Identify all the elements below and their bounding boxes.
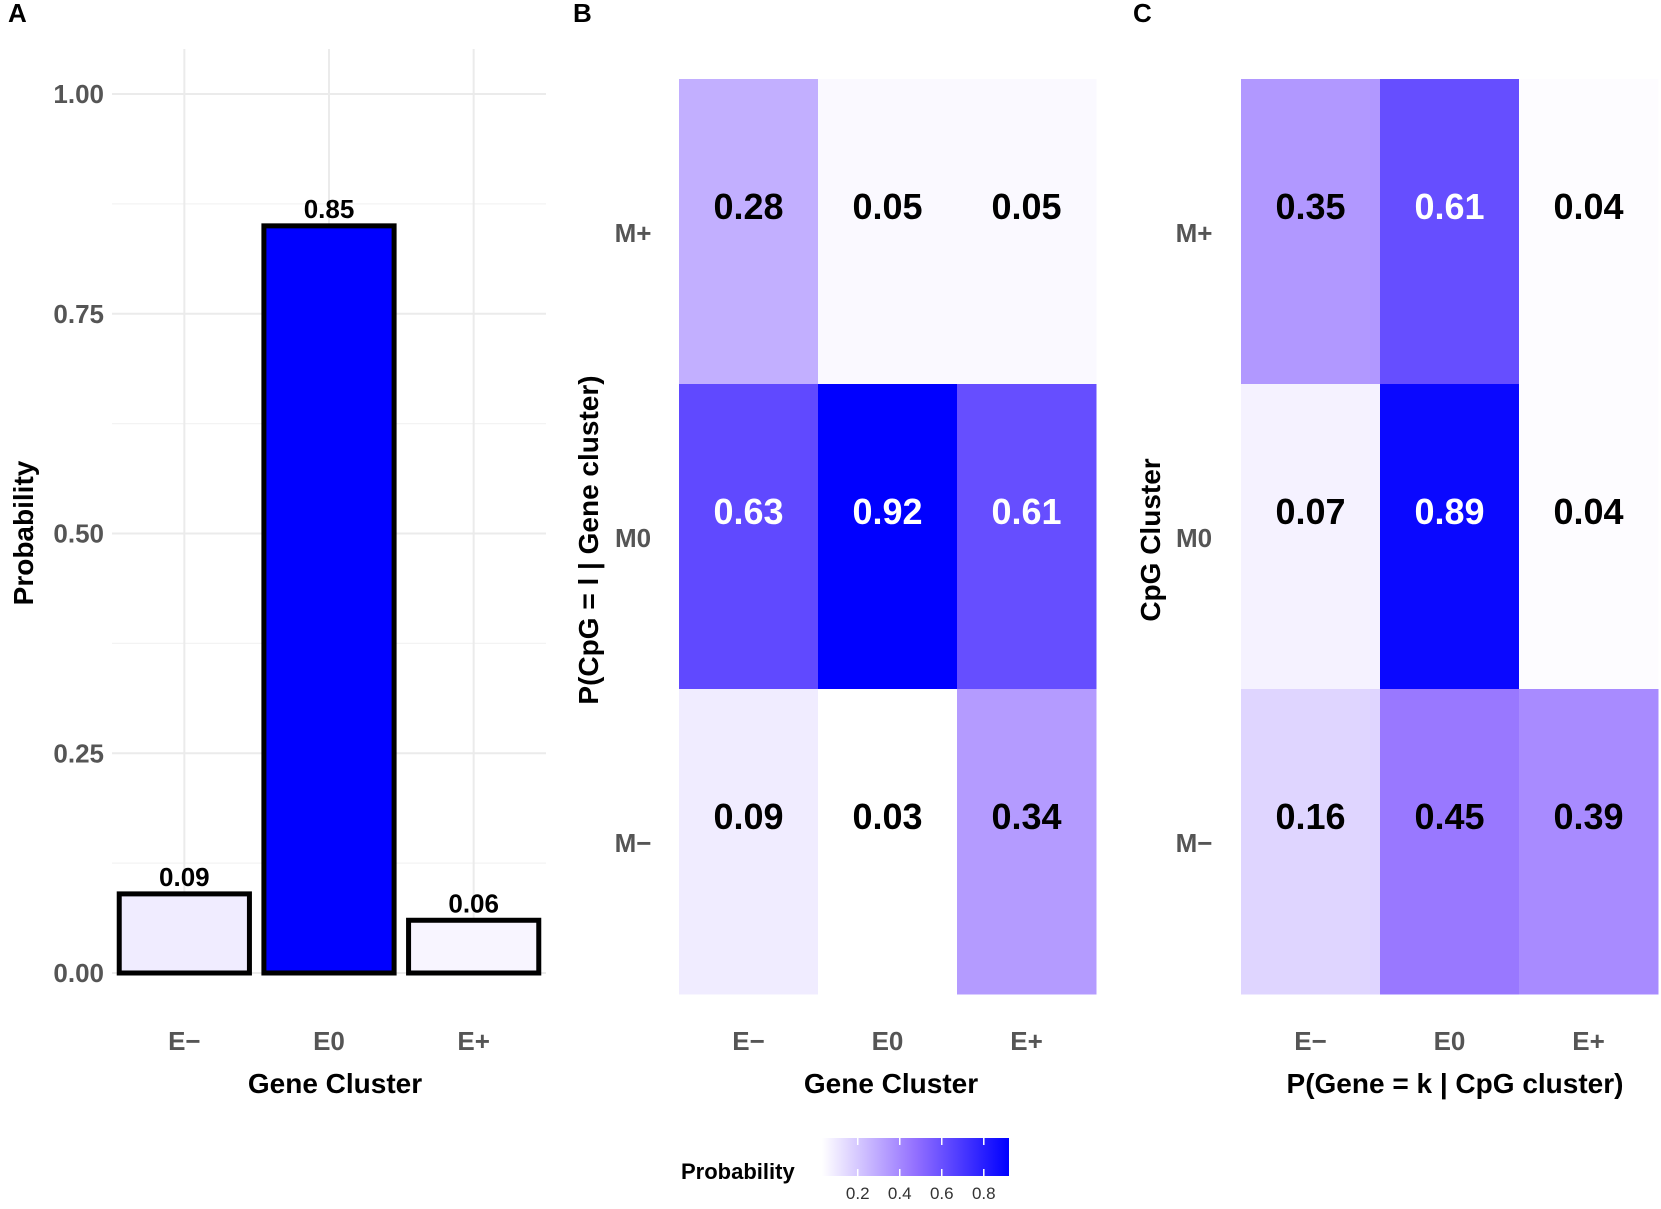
panel-b-cell-value: 0.28 (713, 186, 783, 227)
panel-b-cell (818, 79, 958, 385)
panel-a-y-tick-label: 0.75 (53, 299, 104, 329)
panel-b-y-axis-title: P(CpG = l | Gene cluster) (573, 375, 604, 704)
legend-color-bar (822, 1138, 1009, 1176)
panel-c-cell (1380, 79, 1520, 385)
panel-b-x-tick-label: E0 (872, 1026, 904, 1056)
panel-a-y-tick-label: 0.50 (53, 519, 104, 549)
panel-label-b: B (573, 0, 592, 28)
panel-c-x-axis-title: P(Gene = k | CpG cluster) (1287, 1068, 1624, 1099)
panel-c-x-tick-label: E0 (1434, 1026, 1466, 1056)
legend-tick-label: 0.4 (888, 1184, 912, 1203)
legend-title: Probability (681, 1159, 795, 1184)
panel-a-y-tick-label: 0.25 (53, 738, 104, 768)
panel-a-bar (406, 917, 542, 976)
panel-b-cell-value: 0.09 (713, 796, 783, 837)
panel-a-x-axis-title: Gene Cluster (248, 1068, 422, 1099)
panel-c-y-tick-label: M+ (1176, 218, 1213, 248)
panel-c-cell-value: 0.45 (1414, 796, 1484, 837)
panel-b-cell (679, 689, 819, 995)
panel-b-cell-value: 0.03 (852, 796, 922, 837)
panel-c-y-tick-label: M0 (1176, 523, 1212, 553)
panel-b-cell (818, 384, 958, 690)
panel-c-cell (1241, 689, 1381, 995)
panel-a-bar-value-label: 0.06 (448, 888, 499, 918)
legend-tick-label: 0.8 (972, 1184, 996, 1203)
panel-label-c: C (1133, 0, 1152, 28)
panel-c-x-tick-label: E− (1294, 1026, 1327, 1056)
panel-a-bar-value-label: 0.85 (304, 194, 355, 224)
panel-c-cell (1241, 384, 1381, 690)
panel-b-cell (818, 689, 958, 995)
panel-a-y-tick-label: 0.00 (53, 958, 104, 988)
panel-c-cell-value: 0.39 (1553, 796, 1623, 837)
panel-c-cell-value: 0.16 (1275, 796, 1345, 837)
panel-c-x-tick-label: E+ (1572, 1026, 1605, 1056)
panel-b-y-tick-label: M− (615, 828, 652, 858)
panel-c-cell-value: 0.04 (1553, 491, 1623, 532)
panel-b-cell-value: 0.05 (852, 186, 922, 227)
panel-b-cell (957, 384, 1097, 690)
panel-b-x-tick-label: E+ (1010, 1026, 1043, 1056)
panel-c-cell (1380, 689, 1520, 995)
panel-b-cell (957, 689, 1097, 995)
panel-b-cell (957, 79, 1097, 385)
color-legend: Probability 0.2 0.4 0.6 0.8 (681, 1138, 1009, 1203)
panel-b-x-axis-title: Gene Cluster (804, 1068, 978, 1099)
legend-tick-label: 0.6 (930, 1184, 954, 1203)
panel-c-cell-value: 0.07 (1275, 491, 1345, 532)
panel-c-cell-value: 0.35 (1275, 186, 1345, 227)
panel-c-cell (1519, 689, 1659, 995)
panel-a-x-tick-label: E0 (313, 1026, 345, 1056)
panel-b-cell-value: 0.61 (991, 491, 1061, 532)
panel-b-cell (679, 79, 819, 385)
panel-c-heatmap: 0.35 0.61 0.04 M+ 0.07 0.89 0.04 M0 0.16 0.45 0.39… (1176, 79, 1659, 1056)
panel-c-cell (1519, 79, 1659, 385)
panel-a-x-tick-label: E+ (457, 1026, 490, 1056)
panel-a-bar (261, 223, 397, 976)
panel-c-cell-value: 0.89 (1414, 491, 1484, 532)
panel-b-heatmap: 0.28 0.05 0.05 M+ 0.63 0.92 0.61 M0 0.09 0.03 0.34… (615, 79, 1097, 1056)
panel-c-cell (1519, 384, 1659, 690)
panel-b-cell (679, 384, 819, 690)
panel-a-x-tick-label: E− (168, 1026, 201, 1056)
panel-c-cell-value: 0.61 (1414, 186, 1484, 227)
panel-c-cell (1380, 384, 1520, 690)
panel-a-y-tick-label: 1.00 (53, 79, 104, 109)
panel-label-a: A (8, 0, 27, 28)
panel-a-bar-chart: 0.00 0.25 0.50 0.75 1.00 0.09 E− 0.85 E0 0.06 E+ (53, 49, 546, 1056)
panel-b-cell-value: 0.05 (991, 186, 1061, 227)
panel-a-bar (116, 891, 252, 976)
legend-tick-label: 0.2 (846, 1184, 870, 1203)
panel-c-cell-value: 0.04 (1553, 186, 1623, 227)
panel-b-y-tick-label: M+ (615, 218, 652, 248)
panel-b-cell-value: 0.34 (991, 796, 1061, 837)
panel-a-y-axis-title: Probability (8, 460, 39, 605)
panel-a-bar-value-label: 0.09 (159, 862, 210, 892)
panel-c-y-axis-title: CpG Cluster (1135, 458, 1166, 621)
panel-b-x-tick-label: E− (732, 1026, 765, 1056)
panel-b-cell-value: 0.92 (852, 491, 922, 532)
panel-c-cell (1241, 79, 1381, 385)
panel-c-y-tick-label: M− (1176, 828, 1213, 858)
panel-b-y-tick-label: M0 (615, 523, 651, 553)
panel-b-cell-value: 0.63 (713, 491, 783, 532)
